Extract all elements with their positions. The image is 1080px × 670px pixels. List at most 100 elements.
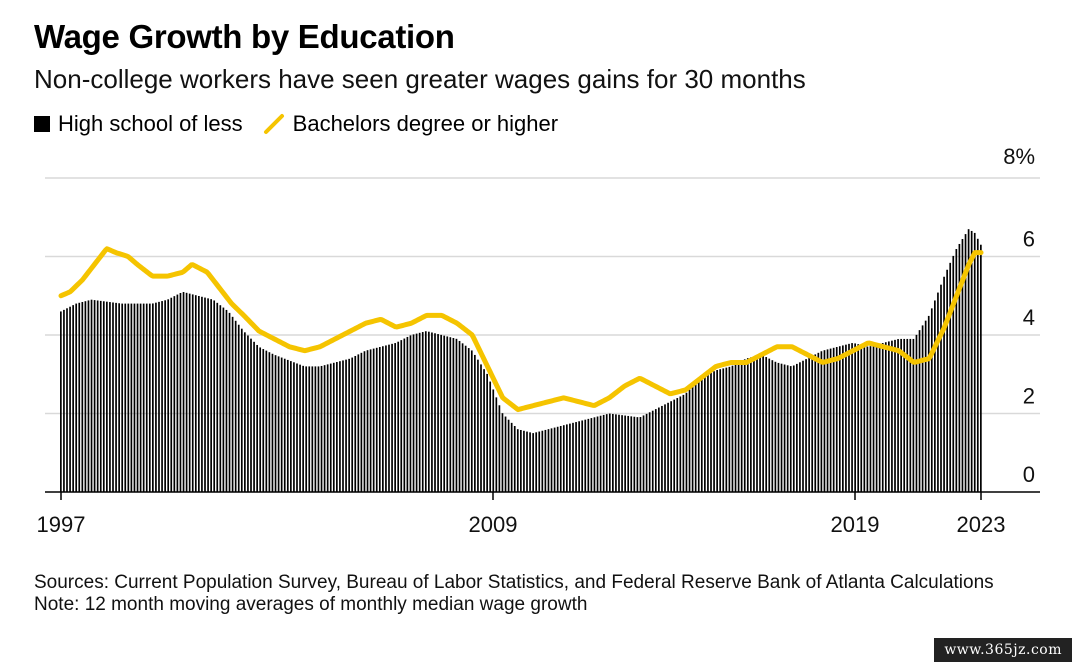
bar-mark — [642, 415, 645, 492]
bar-mark — [544, 429, 547, 492]
bar-mark — [87, 300, 90, 492]
bar-mark — [700, 377, 703, 492]
bar-mark — [446, 336, 449, 492]
bar-mark — [648, 412, 651, 492]
bar-mark — [906, 338, 909, 492]
bar-mark — [66, 308, 68, 492]
bar-mark — [142, 303, 145, 492]
bar-mark — [811, 355, 814, 492]
bar-mark — [155, 302, 157, 492]
bar-mark — [618, 414, 620, 492]
bar-mark — [397, 341, 400, 492]
bar-mark — [783, 364, 786, 492]
bar-mark — [630, 416, 633, 492]
legend-label-high-school: High school of less — [58, 111, 243, 136]
bar-mark — [501, 413, 504, 492]
bar-mark — [467, 348, 470, 492]
bar-mark — [415, 333, 418, 492]
bar-mark — [661, 405, 663, 492]
bar-mark — [176, 294, 179, 492]
x-tick-label: 1997 — [37, 512, 86, 537]
bar-mark — [750, 357, 752, 492]
bar-mark — [664, 404, 666, 492]
bar-mark — [299, 364, 301, 492]
bar-mark — [507, 419, 510, 492]
bar-mark — [158, 301, 160, 492]
bar-mark — [688, 389, 691, 492]
bar-mark — [897, 339, 899, 492]
bar-mark — [63, 309, 65, 492]
sources-text: Sources: Current Population Survey, Bure… — [34, 572, 994, 593]
bar-mark — [823, 350, 826, 492]
bar-mark — [593, 417, 596, 492]
bar-mark — [78, 302, 81, 492]
bar-mark — [516, 429, 519, 492]
bar-mark — [305, 366, 308, 492]
bar-mark — [458, 340, 461, 492]
bar-mark — [792, 365, 795, 492]
bar-mark — [351, 357, 354, 492]
bar-mark — [342, 360, 344, 492]
bar-mark — [69, 306, 71, 492]
bar-mark — [590, 418, 593, 492]
watermark: www.365jz.com — [934, 638, 1072, 662]
bar-mark — [529, 432, 531, 492]
bar-mark — [452, 338, 455, 492]
bar-mark — [213, 300, 216, 492]
bar-mark — [148, 303, 151, 492]
bar-mark — [311, 366, 314, 492]
bar-mark — [651, 410, 654, 492]
x-tick-label: 2019 — [831, 512, 880, 537]
bar-mark — [124, 303, 127, 492]
bar-mark — [713, 371, 715, 492]
bar-mark — [219, 305, 222, 492]
bar-mark — [903, 338, 906, 492]
bar-mark — [884, 342, 887, 492]
bar-mark — [937, 292, 939, 492]
bar-mark — [857, 344, 860, 492]
bar-mark — [332, 362, 335, 492]
bar-mark — [455, 338, 458, 492]
bar-mark — [667, 402, 669, 492]
bar-mark — [188, 293, 191, 492]
bar-mark — [112, 302, 114, 492]
bar-mark — [121, 303, 124, 492]
bar-mark — [470, 350, 473, 492]
bar-mark — [424, 331, 427, 492]
bar-mark — [673, 399, 676, 492]
note-text: Note: 12 month moving averages of monthl… — [34, 594, 588, 615]
bar-mark — [164, 300, 166, 492]
bar-mark — [860, 345, 863, 492]
bar-mark — [645, 413, 648, 492]
bar-mark — [946, 269, 948, 492]
bar-mark — [179, 292, 182, 492]
bar-mark — [566, 424, 568, 492]
bar-mark — [866, 346, 869, 492]
bar-mark — [535, 432, 538, 492]
bar-mark — [369, 349, 372, 492]
bar-mark — [216, 302, 219, 492]
bar-mark — [348, 358, 350, 492]
bar-mark — [719, 369, 722, 492]
bar-mark — [290, 361, 292, 492]
chart-footer: Sources: Current Population Survey, Bure… — [34, 572, 1044, 616]
bar-mark — [253, 341, 255, 492]
bar-mark — [802, 360, 804, 492]
bar-mark — [204, 297, 206, 492]
bar-mark — [510, 422, 513, 492]
bar-mark — [495, 397, 498, 492]
bar-mark — [869, 346, 872, 492]
bar-mark — [391, 343, 393, 492]
bar-mark — [691, 386, 694, 492]
bar-mark — [912, 338, 915, 492]
bar-mark — [842, 345, 844, 492]
bar-mark — [845, 344, 847, 492]
bar-mark — [578, 421, 580, 492]
bar-mark — [250, 338, 252, 492]
bar-mark — [504, 416, 507, 492]
bar-mark — [605, 414, 608, 492]
bar-mark — [60, 311, 62, 492]
bar-mark — [753, 356, 755, 492]
bar-mark — [314, 366, 317, 492]
bar-mark — [679, 396, 682, 492]
